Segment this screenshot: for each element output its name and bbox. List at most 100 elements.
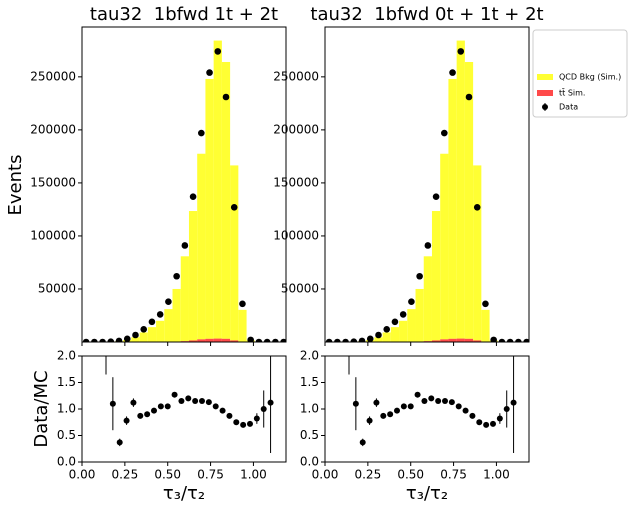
data-point <box>99 338 106 342</box>
data-point <box>523 338 529 342</box>
ratio-y-tick-label: 2.0 <box>300 349 319 363</box>
data-point <box>280 338 286 342</box>
ratio-point <box>144 411 151 418</box>
x-tick-label: 1.00 <box>240 468 267 482</box>
data-point <box>473 204 481 211</box>
legend-label: QCD Bkg (Sim.) <box>559 73 621 82</box>
ratio-point <box>116 439 123 446</box>
data-point <box>263 338 271 342</box>
x-tick-label: 0.00 <box>69 468 96 482</box>
data-point <box>350 338 358 342</box>
data-point <box>247 336 254 342</box>
ratio-y-tick-label: 2.0 <box>57 349 76 363</box>
ratio-y-tick-label: 1.5 <box>300 375 319 389</box>
ratio-point <box>123 417 130 424</box>
ttbar-bar <box>221 338 231 342</box>
ratio-point <box>503 406 510 412</box>
data-point <box>132 331 139 339</box>
y-axis-label: Events <box>5 155 26 216</box>
ratio-y-tick-label: 1.5 <box>57 375 76 389</box>
data-point <box>123 335 131 342</box>
data-point <box>383 325 391 333</box>
data-point <box>416 272 423 280</box>
panel-title: tau32 1bfwd 0t + 1t + 2t <box>310 4 543 25</box>
ratio-point <box>205 399 212 406</box>
data-point <box>441 129 448 137</box>
ratio-point <box>199 398 205 405</box>
qcd-bar <box>230 165 239 341</box>
ratio-point <box>380 412 387 419</box>
ratio-point <box>455 403 462 410</box>
x-axis-label: τ₃/τ₂ <box>163 483 205 504</box>
data-point <box>490 336 497 342</box>
qcd-bar <box>147 327 157 342</box>
main-frame <box>324 26 530 343</box>
data-point <box>432 193 440 200</box>
ratio-plot <box>348 356 517 453</box>
ratio-point <box>219 407 226 414</box>
y-tick-label: 150000 <box>273 175 319 189</box>
ratio-point <box>414 391 421 398</box>
ratio-point <box>130 399 137 406</box>
x-tick-label: 0.25 <box>111 468 138 482</box>
ratio-point <box>448 399 455 406</box>
x-tick-label: 0.25 <box>354 468 381 482</box>
qcd-bar <box>197 153 206 340</box>
ratio-point <box>260 406 267 412</box>
qcd-bar <box>374 337 383 342</box>
ratio-point <box>226 412 233 419</box>
legend-swatch <box>537 90 553 96</box>
ratio-point <box>421 398 428 405</box>
data-point <box>366 335 374 342</box>
ttbar-bar <box>440 339 449 342</box>
qcd-bar <box>456 40 465 339</box>
ttbar-bar <box>431 340 441 342</box>
ratio-point <box>442 398 448 405</box>
data-point <box>82 338 90 342</box>
ratio-point <box>387 411 394 418</box>
ratio-point <box>109 400 116 407</box>
ratio-point <box>469 412 476 419</box>
qcd-bar <box>390 327 400 342</box>
ratio-point <box>151 407 157 414</box>
ratio-point <box>157 403 164 410</box>
data-point <box>358 337 366 342</box>
ratio-point <box>476 419 483 426</box>
x-tick-label: 0.50 <box>154 468 181 482</box>
data-point <box>140 325 148 333</box>
data-point <box>198 129 205 137</box>
ratio-y-tick-label: 0.0 <box>300 455 319 469</box>
x-tick-label: 0.50 <box>397 468 424 482</box>
qcd-bar <box>423 256 432 342</box>
qcd-bar <box>213 40 222 339</box>
ratio-point <box>359 439 366 446</box>
legend-label: Data <box>559 103 578 112</box>
data-point <box>342 338 349 342</box>
y-tick-label: 100000 <box>273 228 319 242</box>
x-tick-label: 0.00 <box>312 468 339 482</box>
qcd-bar <box>238 309 247 342</box>
data-point <box>465 93 473 101</box>
ratio-y-tick-label: 0.5 <box>300 428 319 442</box>
x-tick-label: 0.75 <box>440 468 467 482</box>
data-point <box>424 242 432 249</box>
ratio-y-tick-label: 1.0 <box>300 402 319 416</box>
qcd-bar <box>172 288 181 342</box>
data-point <box>506 338 514 342</box>
legend-swatch <box>537 74 553 80</box>
legend-marker <box>542 104 548 110</box>
ttbar-bar <box>448 338 457 342</box>
qcd-bar <box>399 320 408 342</box>
data-point <box>107 338 115 342</box>
data-point <box>391 318 399 326</box>
y-tick-label: 250000 <box>30 69 76 83</box>
ttbar-bar <box>456 338 465 342</box>
ratio-point <box>400 403 407 410</box>
data-point <box>334 338 341 342</box>
panel-title: tau32 1bfwd 1t + 2t <box>90 4 278 25</box>
ratio-point <box>253 415 260 422</box>
main-plot <box>82 40 286 342</box>
x-tick-label: 1.00 <box>483 468 510 482</box>
qcd-bar <box>188 211 198 341</box>
